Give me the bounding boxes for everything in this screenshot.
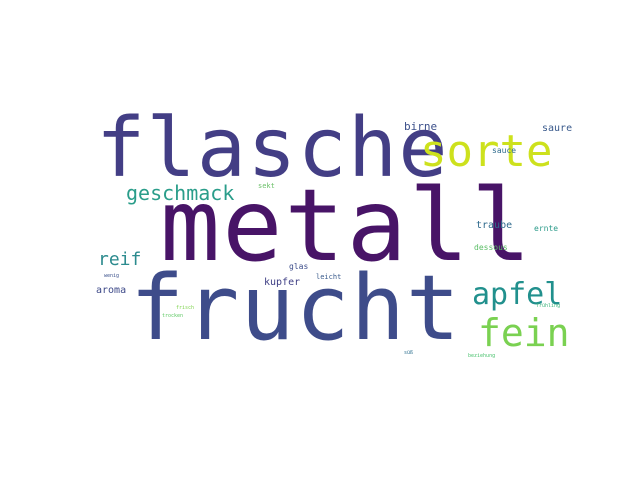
word-fein: fein (478, 311, 570, 355)
word-traube: traube (476, 220, 513, 231)
word-apfel: apfel (472, 277, 563, 312)
word-saure: saure (542, 123, 573, 134)
word-reif: reif (98, 249, 142, 270)
word-beziehung: beziehung (468, 353, 496, 359)
word-sorte: sorte (420, 126, 553, 177)
word-frucht: frucht (130, 256, 462, 361)
word-ernte: ernte (534, 224, 559, 233)
word-flasche: flasche (96, 101, 449, 196)
word-sekt: sekt (258, 182, 275, 190)
word-geschmack: geschmack (126, 181, 235, 205)
word-kupfer: kupfer (264, 277, 301, 288)
word-wenig: wenig (104, 273, 120, 279)
word-sauce: sauce (492, 146, 517, 155)
word-fruehling: frühling (536, 303, 561, 309)
word-aroma: aroma (96, 285, 127, 296)
word-birne: birne (404, 120, 438, 133)
word-suess: süß (404, 350, 414, 356)
word-frisch: frisch (176, 305, 195, 311)
word-glas: glas (289, 262, 309, 271)
word-dessous: dessous (474, 243, 508, 252)
word-metall: metall (160, 167, 534, 284)
word-trocken: trocken (162, 313, 184, 319)
word-leicht: leicht (316, 273, 342, 281)
